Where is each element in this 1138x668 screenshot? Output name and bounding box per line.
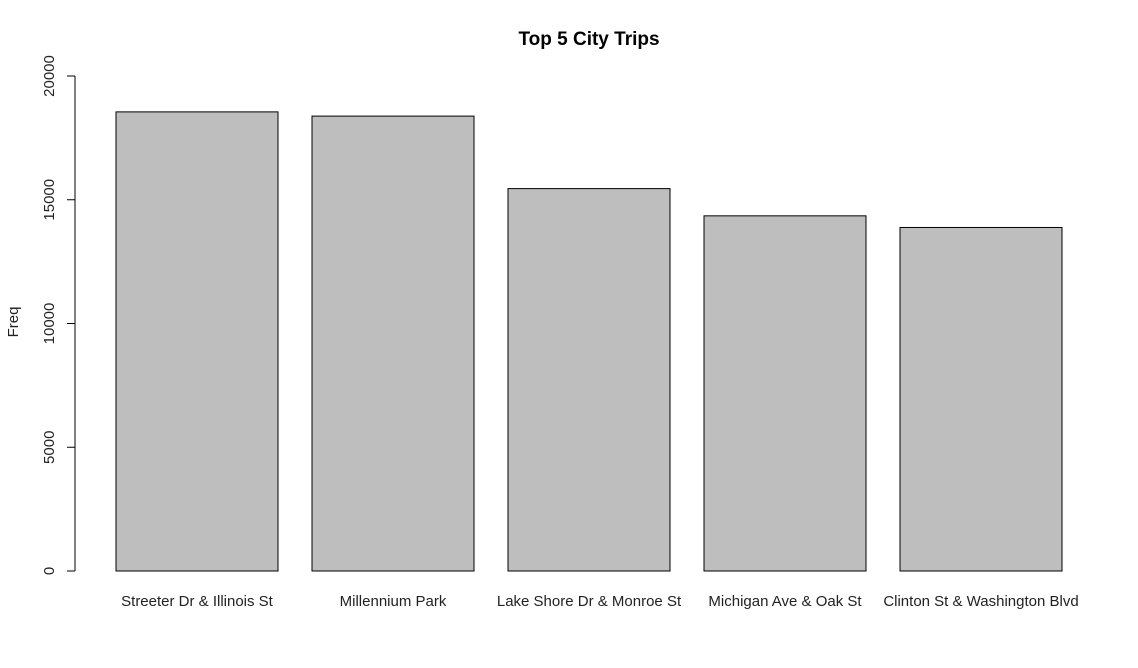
y-tick-label: 10000	[41, 303, 58, 345]
bar	[115, 111, 279, 572]
y-tick-label: 0	[41, 567, 58, 575]
y-tick-label: 15000	[41, 179, 58, 221]
bar	[703, 215, 867, 572]
y-axis-label: Freq	[5, 307, 22, 338]
bar	[507, 188, 671, 572]
x-axis-labels: Streeter Dr & Illinois St Millennium Park…	[121, 593, 1079, 610]
y-tick-label: 20000	[41, 55, 58, 97]
x-tick-label: Streeter Dr & Illinois St	[121, 593, 274, 610]
bar	[899, 226, 1063, 572]
bars-group	[115, 111, 1063, 572]
bar	[311, 115, 475, 572]
y-axis: 0 5000 10000 15000 20000	[41, 55, 76, 575]
x-tick-label: Millennium Park	[340, 593, 447, 610]
x-tick-label: Clinton St & Washington Blvd	[883, 593, 1078, 610]
x-tick-label: Michigan Ave & Oak St	[708, 593, 862, 610]
chart-title: Top 5 City Trips	[518, 29, 659, 50]
x-tick-label: Lake Shore Dr & Monroe St	[497, 593, 682, 610]
y-tick-label: 5000	[41, 431, 58, 464]
